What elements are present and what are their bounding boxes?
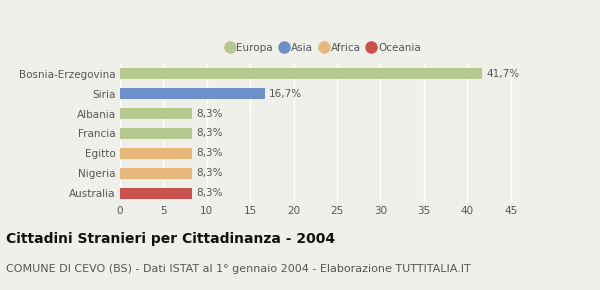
- Bar: [120, 168, 192, 179]
- Bar: [120, 188, 192, 199]
- Text: 8,3%: 8,3%: [196, 168, 223, 178]
- Bar: [120, 108, 192, 119]
- Text: 8,3%: 8,3%: [196, 148, 223, 158]
- Text: 8,3%: 8,3%: [196, 128, 223, 138]
- Text: Cittadini Stranieri per Cittadinanza - 2004: Cittadini Stranieri per Cittadinanza - 2…: [6, 232, 335, 246]
- Bar: [120, 128, 192, 139]
- Bar: [120, 148, 192, 159]
- Text: COMUNE DI CEVO (BS) - Dati ISTAT al 1° gennaio 2004 - Elaborazione TUTTITALIA.IT: COMUNE DI CEVO (BS) - Dati ISTAT al 1° g…: [6, 264, 471, 274]
- Legend: Europa, Asia, Africa, Oceania: Europa, Asia, Africa, Oceania: [227, 43, 421, 53]
- Text: 8,3%: 8,3%: [196, 188, 223, 198]
- Bar: [120, 88, 265, 99]
- Text: 41,7%: 41,7%: [487, 69, 520, 79]
- Text: 8,3%: 8,3%: [196, 108, 223, 119]
- Bar: [120, 68, 482, 79]
- Text: 16,7%: 16,7%: [269, 89, 302, 99]
